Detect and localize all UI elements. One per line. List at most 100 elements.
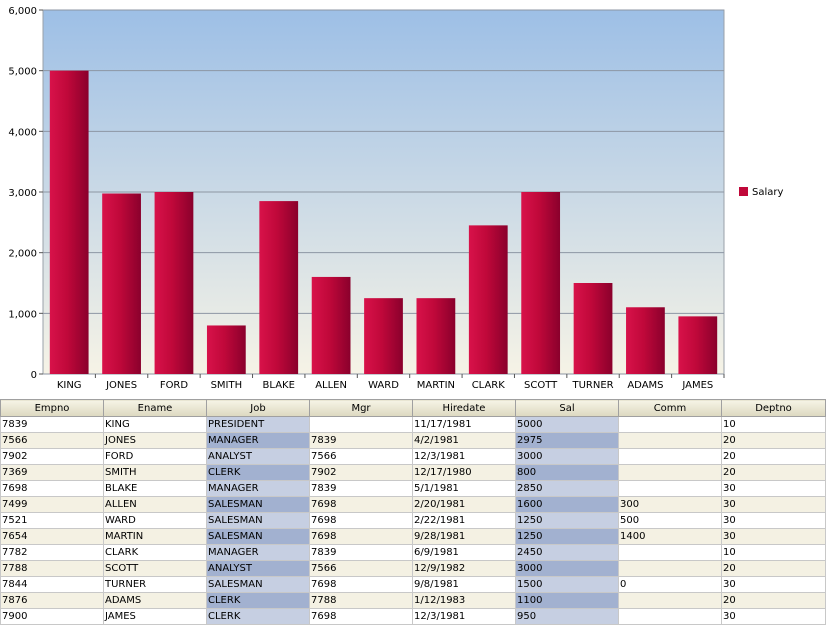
x-tick-label: JAMES bbox=[681, 380, 713, 391]
cell-hiredate: 12/9/1982 bbox=[412, 560, 516, 577]
cell-ename: KING bbox=[103, 416, 207, 433]
cell-ename: JAMES bbox=[103, 608, 207, 625]
cell-deptno: 30 bbox=[721, 528, 826, 545]
table-row[interactable]: 7369 SMITH CLERK 7902 12/17/1980 800 20 bbox=[0, 464, 826, 481]
cell-comm bbox=[618, 592, 722, 609]
bar-james bbox=[678, 316, 718, 374]
cell-sal: 3000 bbox=[515, 560, 619, 577]
cell-sal: 1600 bbox=[515, 496, 619, 513]
cell-hiredate: 12/3/1981 bbox=[412, 448, 516, 465]
cell-deptno: 20 bbox=[721, 432, 826, 449]
cell-ename: SCOTT bbox=[103, 560, 207, 577]
column-header-empno[interactable]: Empno bbox=[0, 399, 104, 417]
y-tick-label: 0 bbox=[31, 370, 37, 381]
cell-hiredate: 1/12/1983 bbox=[412, 592, 516, 609]
y-tick-label: 3,000 bbox=[8, 188, 37, 199]
cell-sal: 5000 bbox=[515, 416, 619, 433]
x-tick-label: BLAKE bbox=[263, 380, 295, 391]
table-row[interactable]: 7521 WARD SALESMAN 7698 2/22/1981 1250 500 30 bbox=[0, 512, 826, 529]
cell-comm: 0 bbox=[618, 576, 722, 593]
table-row[interactable]: 7566 JONES MANAGER 7839 4/2/1981 2975 20 bbox=[0, 432, 826, 449]
cell-hiredate: 9/8/1981 bbox=[412, 576, 516, 593]
cell-deptno: 30 bbox=[721, 496, 826, 513]
cell-job: MANAGER bbox=[206, 544, 310, 561]
table-row[interactable]: 7900 JAMES CLERK 7698 12/3/1981 950 30 bbox=[0, 608, 826, 625]
x-tick-label: CLARK bbox=[472, 380, 506, 391]
cell-empno: 7521 bbox=[0, 512, 104, 529]
x-tick-label: JONES bbox=[105, 380, 137, 391]
table-row[interactable]: 7876 ADAMS CLERK 7788 1/12/1983 1100 20 bbox=[0, 592, 826, 609]
bar-ford bbox=[154, 192, 194, 374]
bar-allen bbox=[311, 276, 351, 374]
cell-empno: 7902 bbox=[0, 448, 104, 465]
x-axis: KING JONES FORD SMITH BLAKE ALLEN WARD MARTIN CL… bbox=[57, 374, 725, 391]
cell-ename: ALLEN bbox=[103, 496, 207, 513]
cell-job: CLERK bbox=[206, 608, 310, 625]
column-header-job[interactable]: Job bbox=[206, 399, 310, 417]
bar-adams bbox=[626, 307, 665, 374]
table-row[interactable]: 7782 CLARK MANAGER 7839 6/9/1981 2450 10 bbox=[0, 544, 826, 561]
cell-deptno: 20 bbox=[721, 592, 826, 609]
x-tick-label: TURNER bbox=[571, 380, 613, 391]
cell-job: CLERK bbox=[206, 592, 310, 609]
x-tick-label: WARD bbox=[368, 380, 399, 391]
cell-mgr: 7698 bbox=[309, 576, 413, 593]
column-header-hiredate[interactable]: Hiredate bbox=[412, 399, 516, 417]
cell-sal: 2850 bbox=[515, 480, 619, 497]
cell-empno: 7839 bbox=[0, 416, 104, 433]
bar-turner bbox=[573, 283, 613, 374]
table-row[interactable]: 7839 KING PRESIDENT 11/17/1981 5000 10 bbox=[0, 416, 826, 433]
column-header-mgr[interactable]: Mgr bbox=[309, 399, 413, 417]
column-header-comm[interactable]: Comm bbox=[618, 399, 722, 417]
bar-smith bbox=[206, 325, 246, 374]
cell-mgr: 7839 bbox=[309, 432, 413, 449]
cell-mgr: 7902 bbox=[309, 464, 413, 481]
cell-comm bbox=[618, 464, 722, 481]
cell-empno: 7369 bbox=[0, 464, 104, 481]
cell-sal: 1250 bbox=[515, 528, 619, 545]
cell-job: SALESMAN bbox=[206, 496, 310, 513]
table-row[interactable]: 7499 ALLEN SALESMAN 7698 2/20/1981 1600 300 30 bbox=[0, 496, 826, 513]
bar-scott bbox=[521, 192, 561, 374]
cell-ename: ADAMS bbox=[103, 592, 207, 609]
cell-job: ANALYST bbox=[206, 448, 310, 465]
legend: Salary bbox=[739, 187, 783, 198]
column-header-sal[interactable]: Sal bbox=[515, 399, 619, 417]
x-tick-label: KING bbox=[57, 380, 82, 391]
cell-mgr: 7566 bbox=[309, 560, 413, 577]
table-row[interactable]: 7844 TURNER SALESMAN 7698 9/8/1981 1500 0 30 bbox=[0, 576, 826, 593]
cell-comm bbox=[618, 608, 722, 625]
cell-mgr: 7788 bbox=[309, 592, 413, 609]
cell-job: SALESMAN bbox=[206, 512, 310, 529]
cell-job: SALESMAN bbox=[206, 576, 310, 593]
table-row[interactable]: 7698 BLAKE MANAGER 7839 5/1/1981 2850 30 bbox=[0, 480, 826, 497]
cell-sal: 800 bbox=[515, 464, 619, 481]
cell-deptno: 30 bbox=[721, 512, 826, 529]
table-row[interactable]: 7654 MARTIN SALESMAN 7698 9/28/1981 1250 1400 3… bbox=[0, 528, 826, 545]
cell-job: SALESMAN bbox=[206, 528, 310, 545]
x-tick-label: ADAMS bbox=[627, 380, 663, 391]
cell-empno: 7566 bbox=[0, 432, 104, 449]
cell-sal: 1500 bbox=[515, 576, 619, 593]
column-header-deptno[interactable]: Deptno bbox=[721, 399, 826, 417]
column-header-ename[interactable]: Ename bbox=[103, 399, 207, 417]
x-tick-label: FORD bbox=[160, 380, 189, 391]
legend-label: Salary bbox=[752, 187, 783, 198]
cell-mgr: 7839 bbox=[309, 480, 413, 497]
cell-ename: WARD bbox=[103, 512, 207, 529]
cell-comm: 500 bbox=[618, 512, 722, 529]
employee-table: Empno Ename Job Mgr Hiredate Sal Comm Deptno 78… bbox=[0, 399, 826, 625]
cell-job: PRESIDENT bbox=[206, 416, 310, 433]
table-row[interactable]: 7902 FORD ANALYST 7566 12/3/1981 3000 20 bbox=[0, 448, 826, 465]
bar-martin bbox=[416, 298, 456, 374]
cell-empno: 7788 bbox=[0, 560, 104, 577]
cell-mgr: 7566 bbox=[309, 448, 413, 465]
cell-deptno: 20 bbox=[721, 448, 826, 465]
cell-sal: 3000 bbox=[515, 448, 619, 465]
cell-sal: 1100 bbox=[515, 592, 619, 609]
cell-mgr bbox=[309, 416, 413, 433]
table-row[interactable]: 7788 SCOTT ANALYST 7566 12/9/1982 3000 20 bbox=[0, 560, 826, 577]
cell-hiredate: 4/2/1981 bbox=[412, 432, 516, 449]
cell-job: CLERK bbox=[206, 464, 310, 481]
cell-empno: 7900 bbox=[0, 608, 104, 625]
